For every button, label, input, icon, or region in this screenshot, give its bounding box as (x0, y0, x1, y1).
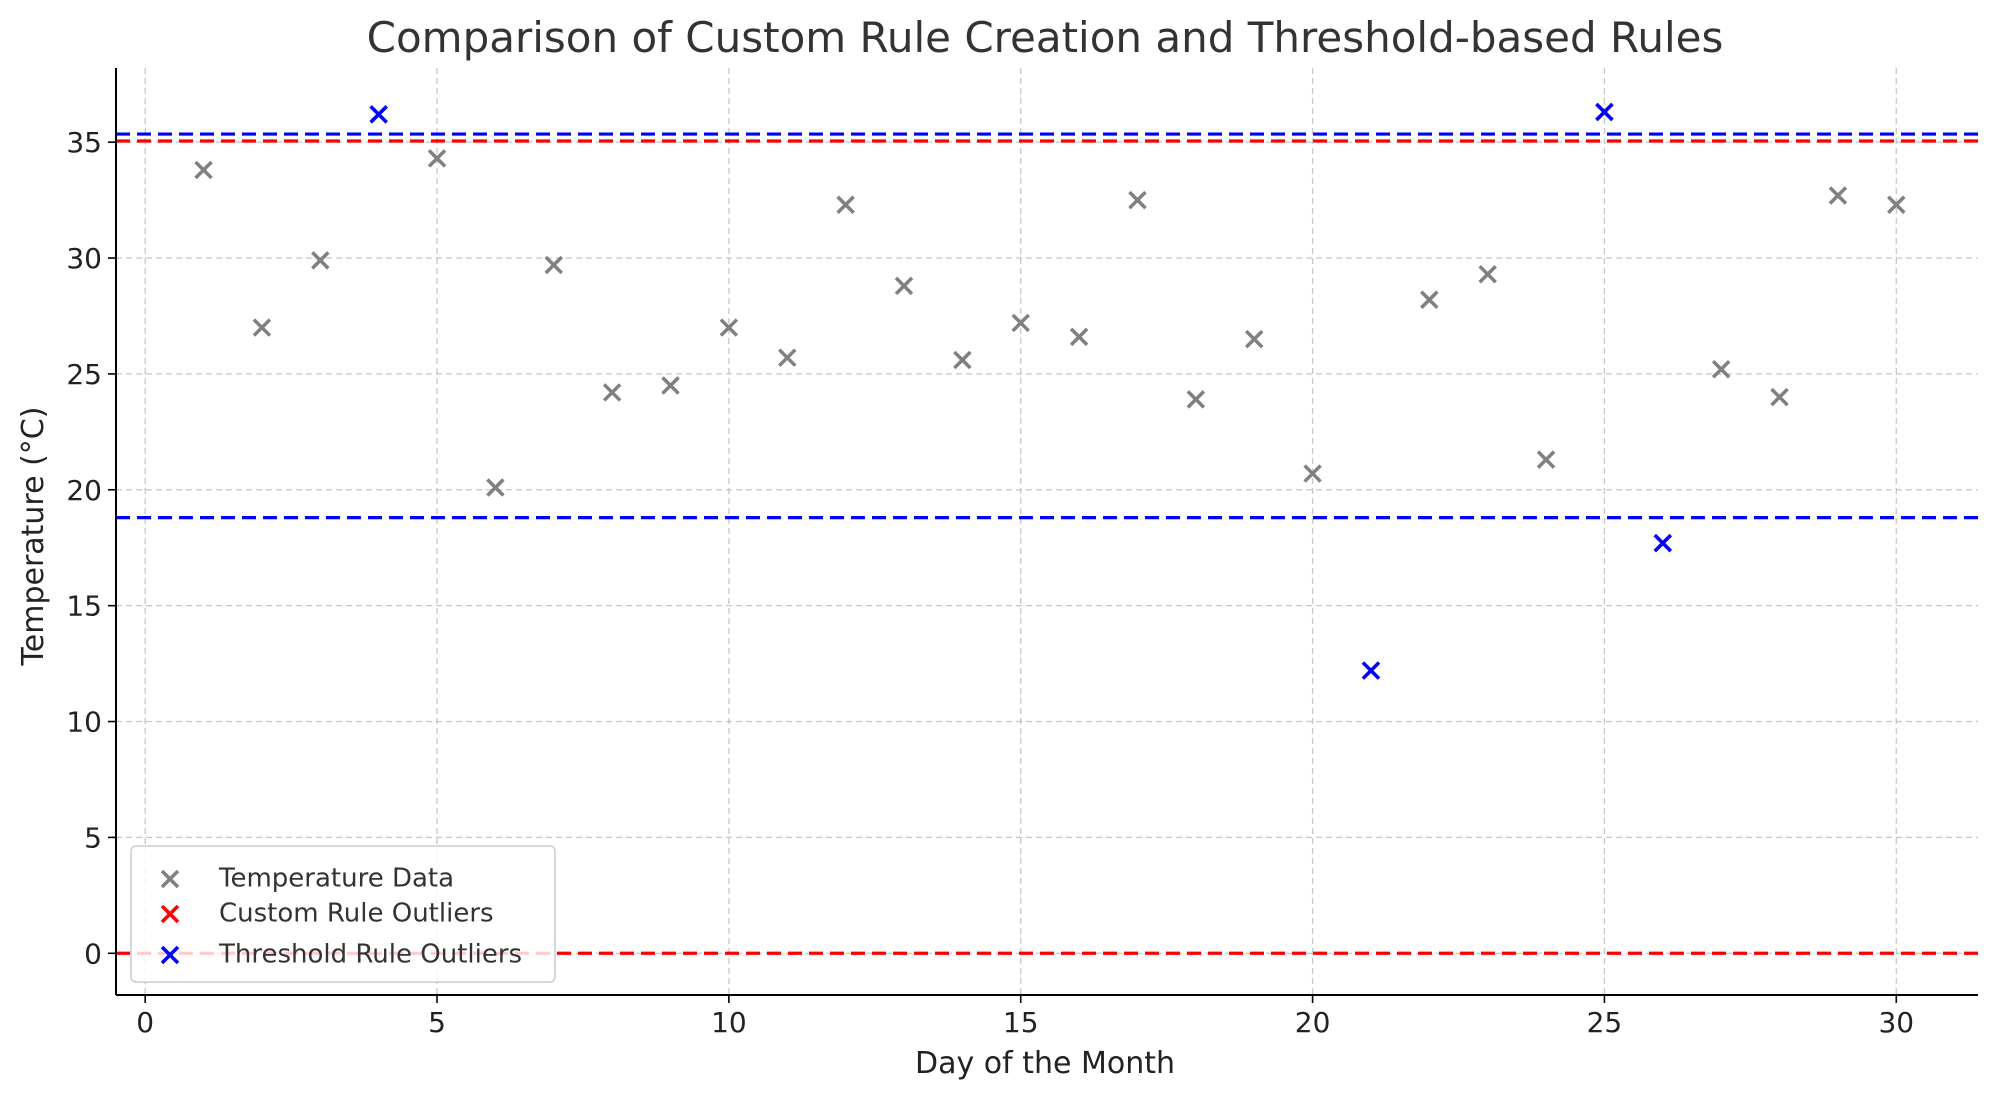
data-point-series-0 (1128, 190, 1147, 210)
data-point-series-0 (778, 348, 797, 367)
data-point-series-2 (369, 105, 388, 124)
data-point-series-0 (1770, 387, 1789, 407)
y-tick-labels: 0 5 10 15 20 25 30 35 (66, 126, 102, 970)
y-tick-label: 5 (84, 821, 102, 854)
data-point-series-0 (194, 160, 213, 180)
axes (108, 68, 1978, 1003)
data-point-series-0 (1536, 450, 1556, 469)
data-point-series-0 (1011, 313, 1030, 333)
legend-label-custom-rule-outliers: Custom Rule Outliers (219, 899, 494, 929)
x-axis-label: Day of the Month (915, 1046, 1175, 1081)
data-point-series-0 (252, 318, 272, 337)
y-tick-label: 0 (84, 937, 102, 970)
legend-marker-series-2 (160, 945, 180, 965)
x-tick-label: 10 (711, 1006, 747, 1039)
data-point-series-0 (1828, 186, 1848, 205)
data-point-series-0 (311, 251, 330, 270)
legend-frame (130, 845, 556, 983)
x-tick-label: 15 (1003, 1006, 1039, 1039)
data-point-series-0 (661, 376, 680, 395)
data-point-series-2 (1361, 661, 1381, 680)
data-point-series-2 (1653, 533, 1673, 553)
y-tick-label: 15 (66, 590, 102, 623)
data-point-series-0 (1069, 327, 1089, 347)
legend-label-threshold-rule-outliers: Threshold Rule Outliers (218, 940, 522, 970)
x-tick-label: 0 (136, 1006, 154, 1039)
data-point-series-0 (1420, 290, 1439, 309)
x-tick-label: 30 (1878, 1006, 1914, 1039)
x-tick-label: 20 (1295, 1006, 1331, 1039)
data-point-series-0 (1244, 329, 1264, 349)
data-point-series-0 (1186, 390, 1206, 409)
x-tick-label: 25 (1587, 1006, 1623, 1039)
y-tick-label: 20 (66, 474, 102, 507)
y-tick-label: 10 (66, 706, 102, 739)
data-point-series-0 (486, 478, 505, 497)
y-tick-label: 35 (66, 126, 102, 159)
legend: Temperature Data Custom Rule Outliers Th… (130, 845, 556, 983)
data-point-series-0 (1711, 360, 1731, 379)
data-points (194, 102, 1906, 680)
data-point-series-0 (544, 255, 564, 275)
data-point-series-0 (719, 318, 739, 337)
data-point-series-0 (427, 149, 447, 168)
legend-label-temperature-data: Temperature Data (218, 864, 454, 894)
data-point-series-0 (953, 350, 972, 370)
x-tick-label: 5 (428, 1006, 446, 1039)
legend-marker-series-1 (160, 904, 180, 924)
legend-marker-series-0 (160, 869, 180, 889)
threshold-lines (116, 132, 1978, 955)
data-point-series-0 (836, 195, 855, 214)
data-point-series-0 (1303, 464, 1322, 483)
y-tick-label: 30 (66, 242, 102, 275)
data-point-series-0 (602, 383, 622, 402)
data-point-series-2 (1595, 102, 1614, 122)
chart-title: Comparison of Custom Rule Creation and T… (367, 13, 1724, 62)
x-tick-labels: 0 5 10 15 20 25 30 (136, 1006, 1914, 1039)
grid-lines (116, 68, 1978, 995)
data-point-series-0 (894, 276, 914, 296)
y-axis-label: Temperature (°C) (16, 407, 51, 667)
y-tick-label: 25 (66, 358, 102, 391)
data-point-series-0 (1887, 195, 1906, 214)
data-point-series-0 (1478, 265, 1497, 284)
